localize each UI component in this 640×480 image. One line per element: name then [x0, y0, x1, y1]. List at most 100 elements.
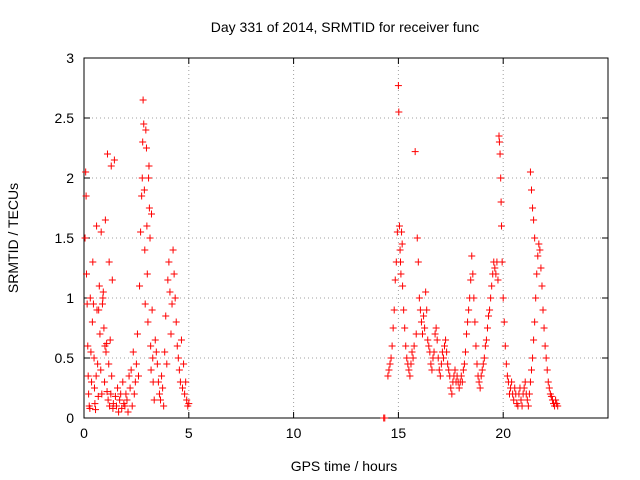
- data-point: [389, 324, 397, 332]
- data-point: [463, 330, 471, 338]
- data-point: [137, 228, 145, 236]
- data-point: [396, 258, 404, 266]
- data-point: [425, 342, 433, 350]
- data-point: [422, 288, 430, 296]
- data-point: [147, 342, 155, 350]
- data-point: [432, 324, 440, 332]
- data-point: [442, 336, 450, 344]
- data-point: [144, 318, 152, 326]
- data-point: [175, 366, 183, 374]
- data-point: [538, 282, 546, 290]
- data-point: [103, 340, 111, 348]
- data-point: [527, 186, 535, 194]
- data-point: [111, 392, 119, 400]
- y-tick-label: 0: [66, 410, 74, 426]
- data-point: [107, 162, 115, 170]
- data-point: [140, 186, 148, 194]
- data-point: [554, 402, 562, 410]
- data-point: [151, 336, 159, 344]
- data-point: [417, 318, 425, 326]
- chart-title: Day 331 of 2014, SRMTID for receiver fun…: [211, 19, 479, 35]
- data-point: [182, 378, 190, 386]
- data-point: [420, 312, 428, 320]
- data-point: [421, 324, 429, 332]
- data-point: [424, 336, 432, 344]
- data-point: [465, 306, 473, 314]
- data-point: [483, 324, 491, 332]
- data-point: [536, 246, 544, 254]
- data-point: [103, 388, 111, 396]
- data-point: [414, 258, 422, 266]
- data-point: [100, 324, 108, 332]
- data-point: [526, 168, 534, 176]
- data-point: [170, 270, 178, 278]
- data-point: [481, 342, 489, 350]
- data-point: [439, 354, 447, 362]
- data-point: [403, 354, 411, 362]
- data-point: [94, 360, 102, 368]
- data-point: [478, 366, 486, 374]
- data-point: [83, 270, 91, 278]
- data-point: [179, 384, 187, 392]
- grid: [84, 58, 608, 418]
- data-point: [86, 294, 94, 302]
- data-point: [155, 390, 163, 398]
- data-point: [412, 330, 420, 338]
- data-point: [84, 342, 92, 350]
- data-point: [461, 348, 469, 356]
- data-point: [480, 354, 488, 362]
- data-point: [495, 138, 503, 146]
- data-point: [166, 288, 174, 296]
- data-point: [467, 276, 475, 284]
- data-point: [157, 396, 165, 404]
- data-point: [145, 204, 153, 212]
- data-point: [541, 342, 549, 350]
- data-point: [497, 198, 505, 206]
- data-point: [508, 378, 516, 386]
- data-point: [400, 306, 408, 314]
- data-point: [529, 204, 537, 212]
- data-point: [397, 270, 405, 278]
- data-point: [530, 336, 538, 344]
- data-point: [139, 138, 147, 146]
- data-point: [472, 342, 480, 350]
- data-point: [526, 378, 534, 386]
- data-point: [119, 378, 127, 386]
- data-point: [90, 384, 98, 392]
- data-point: [396, 246, 404, 254]
- x-tick-label: 15: [391, 425, 407, 441]
- data-point: [487, 294, 495, 302]
- data-point: [181, 390, 189, 398]
- data-point: [132, 360, 140, 368]
- data-point: [169, 246, 177, 254]
- data-point: [88, 378, 96, 386]
- data-point: [126, 384, 134, 392]
- data-point: [473, 360, 481, 368]
- data-point: [398, 228, 406, 236]
- data-point: [469, 270, 477, 278]
- data-point: [140, 120, 148, 128]
- data-point: [172, 318, 180, 326]
- data-point: [430, 348, 438, 356]
- data-point: [409, 354, 417, 362]
- data-point: [496, 150, 504, 158]
- data-point: [99, 288, 107, 296]
- data-point: [84, 372, 92, 380]
- data-point: [411, 148, 419, 156]
- data-point: [112, 402, 120, 410]
- data-point: [97, 228, 105, 236]
- data-point: [130, 390, 138, 398]
- data-point: [443, 348, 451, 356]
- data-point: [124, 408, 132, 416]
- data-point: [98, 300, 106, 308]
- data-point: [457, 372, 465, 380]
- data-point: [82, 192, 90, 200]
- data-point: [97, 366, 105, 374]
- y-tick-label: 0.5: [55, 350, 75, 366]
- y-tick-label: 2.5: [55, 110, 75, 126]
- data-point: [402, 342, 410, 350]
- data-point: [143, 222, 151, 230]
- data-point: [161, 348, 169, 356]
- y-tick-label: 1: [66, 290, 74, 306]
- data-point: [475, 378, 483, 386]
